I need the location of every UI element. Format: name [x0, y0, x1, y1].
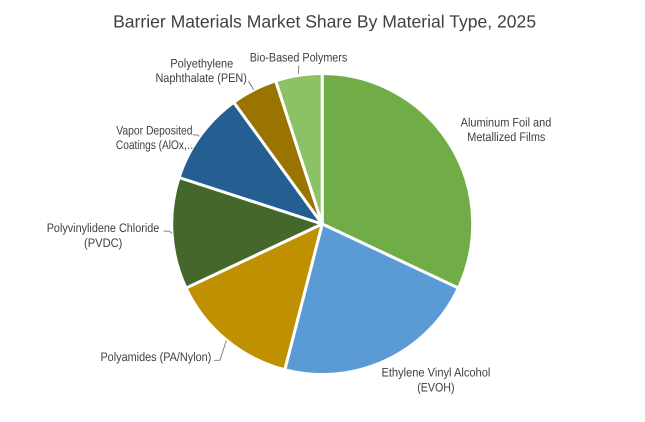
svg-text:(PVDC): (PVDC)	[84, 236, 122, 250]
svg-text:Coatings (AlOx,…: Coatings (AlOx,…	[116, 138, 197, 152]
svg-text:Naphthalate (PEN): Naphthalate (PEN)	[155, 71, 247, 85]
svg-text:Aluminum Foil and: Aluminum Foil and	[461, 115, 552, 129]
svg-text:Polyvinylidene Chloride: Polyvinylidene Chloride	[47, 221, 160, 235]
svg-text:Barrier Materials Market Share: Barrier Materials Market Share By Materi…	[113, 12, 536, 32]
svg-text:Metallized Films: Metallized Films	[467, 130, 545, 144]
svg-text:Polyethylene: Polyethylene	[170, 57, 233, 71]
svg-text:Ethylene Vinyl Alcohol: Ethylene Vinyl Alcohol	[381, 366, 490, 380]
svg-text:Polyamides (PA/Nylon): Polyamides (PA/Nylon)	[100, 350, 211, 364]
svg-text:(EVOH): (EVOH)	[417, 381, 454, 395]
svg-text:Bio-Based Polymers: Bio-Based Polymers	[250, 51, 348, 65]
svg-text:Vapor Deposited: Vapor Deposited	[116, 124, 192, 138]
